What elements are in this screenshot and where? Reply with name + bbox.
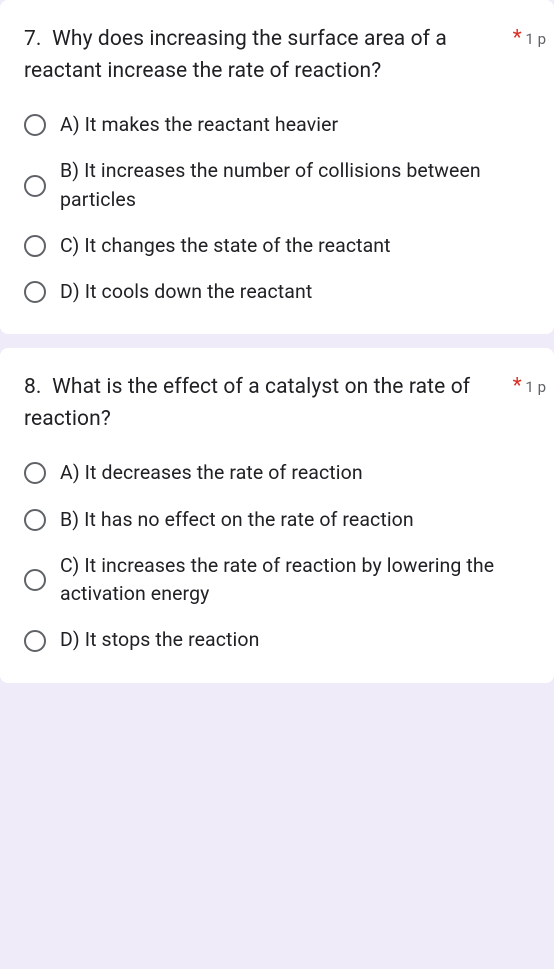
points-label: * 1 p <box>513 26 546 50</box>
option-c[interactable]: C) It changes the state of the reactant <box>24 232 530 260</box>
radio-icon <box>24 569 46 591</box>
question-card-7: 7. Why does increasing the surface area … <box>0 0 554 334</box>
question-header: 7. Why does increasing the surface area … <box>24 24 530 87</box>
option-label: A) It decreases the rate of reaction <box>60 459 363 487</box>
radio-icon <box>24 462 46 484</box>
option-label: A) It makes the reactant heavier <box>60 111 338 139</box>
options-list: A) It decreases the rate of reaction B) … <box>24 459 530 654</box>
option-d[interactable]: D) It cools down the reactant <box>24 278 530 306</box>
question-number: 7. <box>24 27 42 51</box>
option-b[interactable]: B) It has no effect on the rate of react… <box>24 506 530 534</box>
option-c[interactable]: C) It increases the rate of reaction by … <box>24 552 530 609</box>
option-label: B) It has no effect on the rate of react… <box>60 506 414 534</box>
radio-icon <box>24 235 46 257</box>
question-body: What is the effect of a catalyst on the … <box>24 375 470 431</box>
option-label: D) It cools down the reactant <box>60 278 312 306</box>
option-a[interactable]: A) It decreases the rate of reaction <box>24 459 530 487</box>
question-number: 8. <box>24 375 42 399</box>
points-value: 1 p <box>525 30 546 48</box>
points-label: * 1 p <box>513 374 546 398</box>
question-text: 7. Why does increasing the surface area … <box>24 24 530 87</box>
question-body: Why does increasing the surface area of … <box>24 27 447 83</box>
radio-icon <box>24 630 46 652</box>
radio-icon <box>24 175 46 197</box>
option-d[interactable]: D) It stops the reaction <box>24 626 530 654</box>
option-a[interactable]: A) It makes the reactant heavier <box>24 111 530 139</box>
option-label: C) It increases the rate of reaction by … <box>60 552 530 609</box>
options-list: A) It makes the reactant heavier B) It i… <box>24 111 530 306</box>
option-label: B) It increases the number of collisions… <box>60 157 530 214</box>
radio-icon <box>24 281 46 303</box>
option-label: D) It stops the reaction <box>60 626 259 654</box>
required-marker: * <box>513 374 522 398</box>
points-value: 1 p <box>525 378 546 396</box>
option-label: C) It changes the state of the reactant <box>60 232 391 260</box>
question-text: 8. What is the effect of a catalyst on t… <box>24 372 530 435</box>
radio-icon <box>24 114 46 136</box>
radio-icon <box>24 509 46 531</box>
required-marker: * <box>513 26 522 50</box>
option-b[interactable]: B) It increases the number of collisions… <box>24 157 530 214</box>
question-header: 8. What is the effect of a catalyst on t… <box>24 372 530 435</box>
question-card-8: 8. What is the effect of a catalyst on t… <box>0 348 554 682</box>
